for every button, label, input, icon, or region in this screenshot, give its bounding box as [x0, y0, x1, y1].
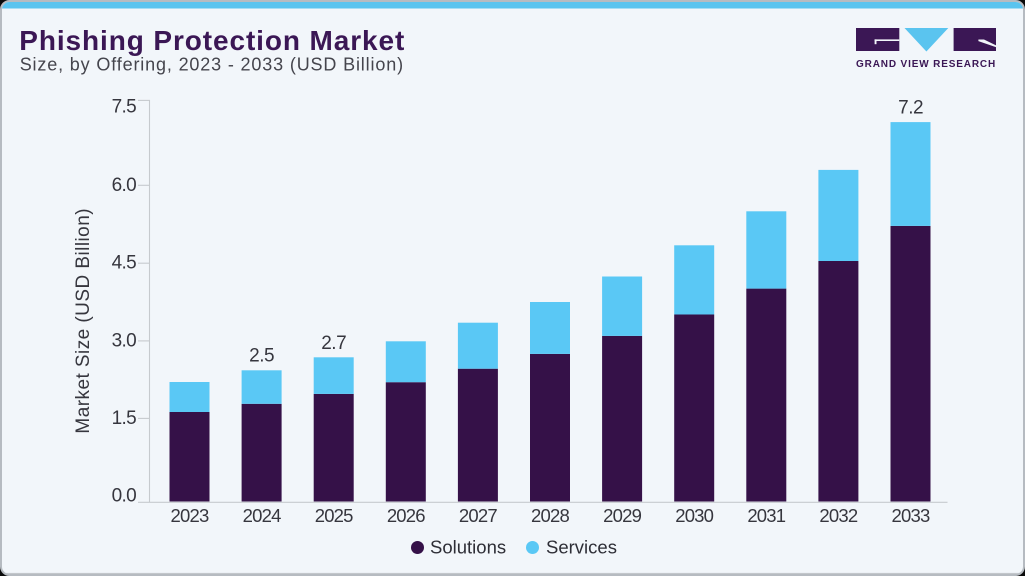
svg-text:2024: 2024 [243, 505, 281, 526]
svg-text:3.0: 3.0 [112, 330, 136, 351]
svg-text:4.5: 4.5 [112, 253, 136, 274]
svg-text:2026: 2026 [387, 505, 425, 526]
svg-text:Services: Services [546, 537, 617, 558]
svg-text:2025: 2025 [315, 505, 353, 526]
svg-text:GRAND VIEW RESEARCH: GRAND VIEW RESEARCH [856, 59, 996, 70]
svg-text:1.5: 1.5 [112, 408, 136, 429]
svg-text:7.5: 7.5 [112, 97, 136, 118]
svg-text:Size, by Offering, 2023 - 2033: Size, by Offering, 2023 - 2033 (USD Bill… [20, 55, 404, 75]
svg-text:2029: 2029 [603, 505, 641, 526]
svg-text:6.0: 6.0 [112, 175, 136, 196]
svg-text:2030: 2030 [675, 505, 713, 526]
svg-text:2027: 2027 [459, 505, 497, 526]
svg-text:7.2: 7.2 [898, 98, 923, 119]
svg-text:Solutions: Solutions [430, 537, 506, 558]
svg-text:2023: 2023 [171, 505, 209, 526]
svg-text:2028: 2028 [531, 505, 569, 526]
svg-text:2033: 2033 [892, 505, 930, 526]
svg-text:Phishing Protection Market: Phishing Protection Market [19, 25, 405, 56]
svg-text:2.5: 2.5 [249, 346, 274, 367]
svg-text:Market Size (USD Billion): Market Size (USD Billion) [73, 208, 94, 434]
svg-text:2032: 2032 [819, 505, 857, 526]
svg-text:0.0: 0.0 [112, 486, 136, 507]
svg-text:2031: 2031 [747, 505, 785, 526]
svg-text:2.7: 2.7 [321, 333, 346, 354]
